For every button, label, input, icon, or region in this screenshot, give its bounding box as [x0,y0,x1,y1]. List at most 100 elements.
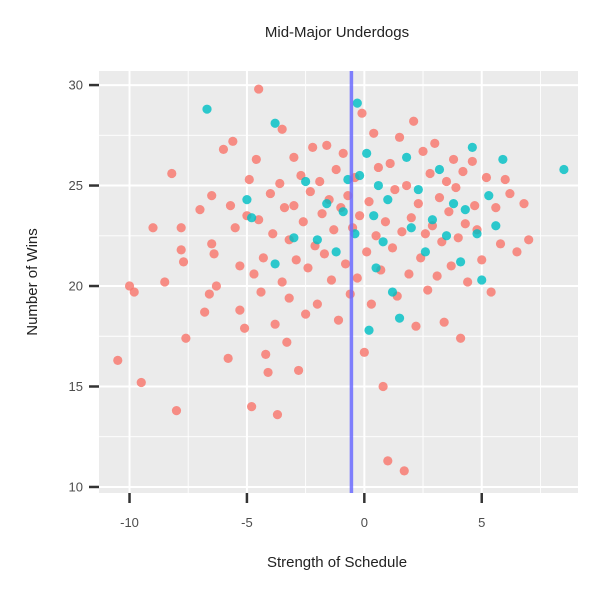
data-point-red [355,211,365,221]
data-point-red [289,152,299,163]
data-point-red [195,205,205,215]
y-tick-label: 10 [69,479,83,494]
data-point-red [136,377,146,388]
data-point-red [263,367,273,378]
data-point-red [467,156,477,167]
x-tick-label: 5 [478,515,485,530]
data-point-teal [364,325,374,335]
data-point-red [207,190,217,201]
data-point-red [303,263,313,273]
data-point-red [254,84,264,94]
data-point-red [247,401,257,412]
data-point-red [261,349,271,359]
data-point-teal [331,247,341,257]
data-point-teal [441,231,452,241]
data-point-red [418,146,428,156]
data-point-red [176,245,186,255]
data-point-red [265,188,276,199]
data-point-red [434,193,445,203]
data-point-teal [460,205,470,215]
data-point-red [451,182,461,193]
data-point-red [239,323,250,333]
data-point-teal [434,164,445,175]
data-point-red [230,223,240,233]
data-point-red [333,315,344,325]
data-point-red [268,229,278,239]
data-point-red [477,255,487,265]
data-point-red [256,287,266,297]
data-point-red [397,227,407,237]
data-point-red [277,277,287,287]
data-point-red [401,180,412,191]
data-point-red [425,168,435,179]
data-point-red [441,176,452,187]
data-point-red [284,293,294,303]
data-point-red [181,333,191,343]
data-point-red [470,201,480,211]
data-point-red [404,269,414,279]
data-point-red [385,158,395,169]
data-point-teal [413,184,423,195]
data-point-red [167,168,177,179]
data-point-red [178,257,189,267]
grid-major [99,71,578,493]
data-point-teal [394,313,405,323]
y-tick-label: 20 [69,279,83,294]
x-axis-title: Strength of Schedule [267,554,407,571]
data-point-red [235,305,245,315]
data-point-teal [355,170,365,181]
data-point-red [432,271,442,281]
data-point-teal [289,233,299,243]
data-point-teal [362,148,372,158]
data-point-red [211,281,222,291]
data-point-red [129,287,139,297]
data-point-red [223,353,233,363]
data-point-red [148,223,158,233]
data-point-teal [559,164,569,175]
data-point-red [366,299,376,309]
x-tick-label: 0 [361,515,368,530]
data-point-red [282,337,292,347]
data-point-red [460,219,470,229]
data-point-red [373,162,384,173]
data-point-red [413,199,423,209]
data-point-red [406,213,416,223]
data-point-red [455,333,466,343]
data-point-red [235,261,245,271]
data-point-red [359,347,369,357]
plot-panel [99,71,578,493]
data-point-red [319,249,330,259]
grid-minor [99,71,578,493]
data-point-red [491,203,501,213]
data-point-red [411,321,421,331]
data-point-teal [371,263,381,273]
data-point-red [420,229,430,239]
data-point-red [258,253,268,263]
data-point-red [371,231,381,241]
data-point-red [357,108,367,118]
data-point-red [289,201,299,211]
data-point-teal [484,190,494,201]
data-point-teal [420,247,430,257]
data-point-red [275,178,285,189]
data-point-red [383,456,393,466]
data-point-red [380,217,391,227]
data-point-red [390,184,400,195]
data-point-red [207,239,217,249]
data-point-red [331,164,341,175]
y-axis-title: Number of Wins [24,228,41,336]
data-point-red [254,215,264,225]
data-point-teal [383,195,393,205]
data-point-red [251,154,261,165]
data-point-red [322,140,332,150]
data-point-red [228,136,238,146]
data-point-red [204,289,214,299]
data-point-red [340,259,351,269]
data-point-red [113,355,123,365]
chart-title: Mid-Major Underdogs [265,24,409,41]
data-point-red [486,287,496,297]
data-point-red [519,199,529,209]
y-tick-label: 15 [69,379,83,394]
data-point-red [369,128,379,138]
data-point-teal [498,154,508,165]
